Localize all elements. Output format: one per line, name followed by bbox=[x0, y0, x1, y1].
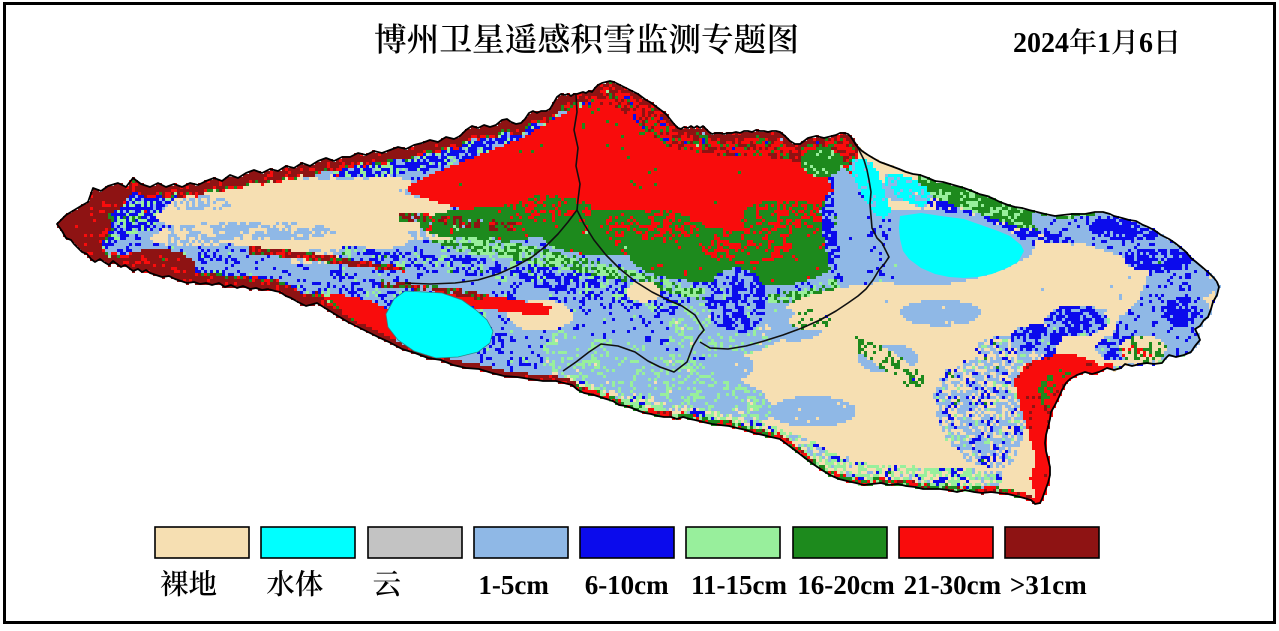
svg-text:1-5cm: 1-5cm bbox=[478, 570, 549, 600]
svg-text:21-30cm: 21-30cm bbox=[904, 570, 1002, 600]
svg-text:16-20cm: 16-20cm bbox=[797, 570, 895, 600]
svg-text:11-15cm: 11-15cm bbox=[691, 570, 787, 600]
svg-text:2024: 2024 bbox=[1013, 28, 1069, 59]
svg-text:6: 6 bbox=[1139, 28, 1153, 59]
svg-text:>31cm: >31cm bbox=[1010, 570, 1087, 600]
svg-text:1: 1 bbox=[1097, 28, 1111, 59]
svg-text:6-10cm: 6-10cm bbox=[585, 570, 669, 600]
